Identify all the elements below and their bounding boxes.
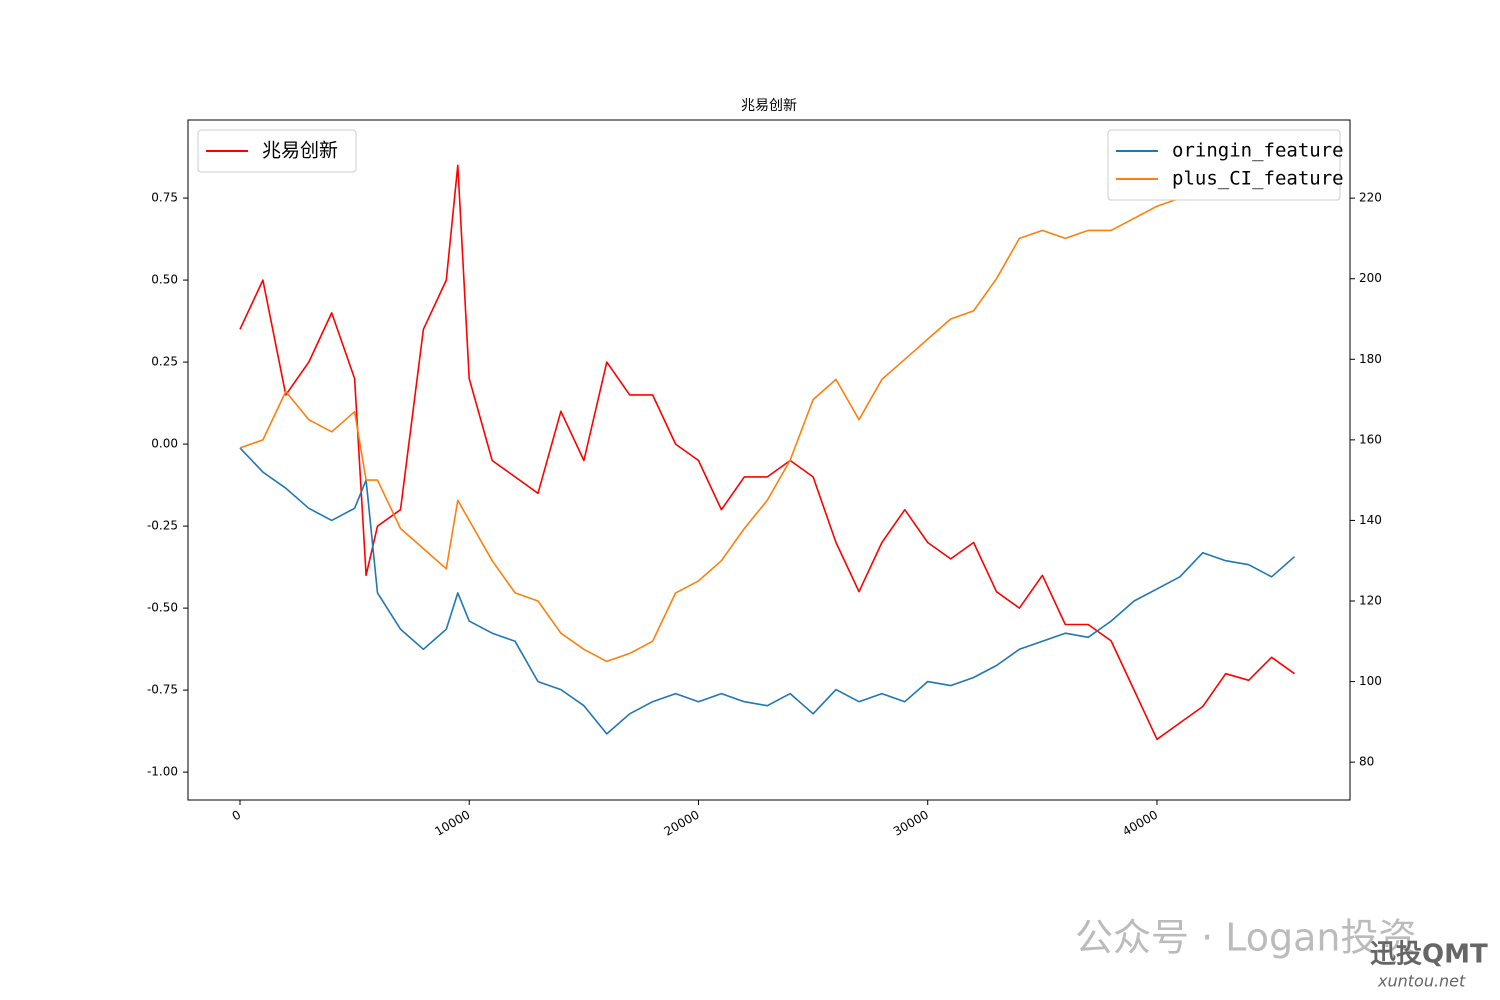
y-tick-label: -0.25 — [147, 519, 178, 533]
plot-frame — [187, 119, 1351, 801]
watermark: 公众号 · Logan投资 — [1075, 916, 1416, 960]
y-tick-label: -1.00 — [147, 765, 178, 779]
y2-tick-label: 100 — [1359, 674, 1382, 688]
x-tick-label: 40000 — [1120, 808, 1160, 839]
line-series — [239, 157, 1295, 663]
y-tick-label: -0.75 — [147, 683, 178, 697]
line-series — [239, 164, 1295, 741]
legend-label: oringin_feature — [1172, 140, 1344, 162]
y2-tick-label: 200 — [1359, 271, 1382, 285]
y2-tick-label: 140 — [1359, 513, 1382, 527]
y-tick-label: 0.00 — [151, 437, 178, 451]
legend-box — [197, 129, 357, 173]
legend-label: plus_CI_feature — [1172, 168, 1344, 190]
chart-title: 兆易创新 — [741, 98, 797, 114]
y-tick-label: 0.25 — [151, 355, 178, 369]
legend-label: 兆易创新 — [262, 140, 338, 162]
x-tick-label: 0 — [230, 808, 244, 824]
y2-tick-label: 160 — [1359, 432, 1382, 446]
y2-tick-label: 220 — [1359, 191, 1382, 205]
line-series — [239, 447, 1296, 735]
y-tick-label: 0.75 — [151, 191, 178, 205]
y-tick-label: 0.50 — [151, 273, 178, 287]
x-tick-label: 10000 — [432, 808, 472, 839]
y-tick-label: -0.50 — [147, 601, 178, 615]
y2-tick-label: 80 — [1359, 755, 1374, 769]
x-tick-label: 20000 — [662, 808, 702, 839]
watermark-url: xuntou.net — [1377, 972, 1466, 991]
x-tick-label: 30000 — [891, 808, 931, 839]
y2-tick-label: 120 — [1359, 593, 1382, 607]
y2-tick-label: 180 — [1359, 352, 1382, 366]
legend-box — [1107, 129, 1341, 201]
watermark-logo: 迅投QMT — [1370, 940, 1488, 970]
